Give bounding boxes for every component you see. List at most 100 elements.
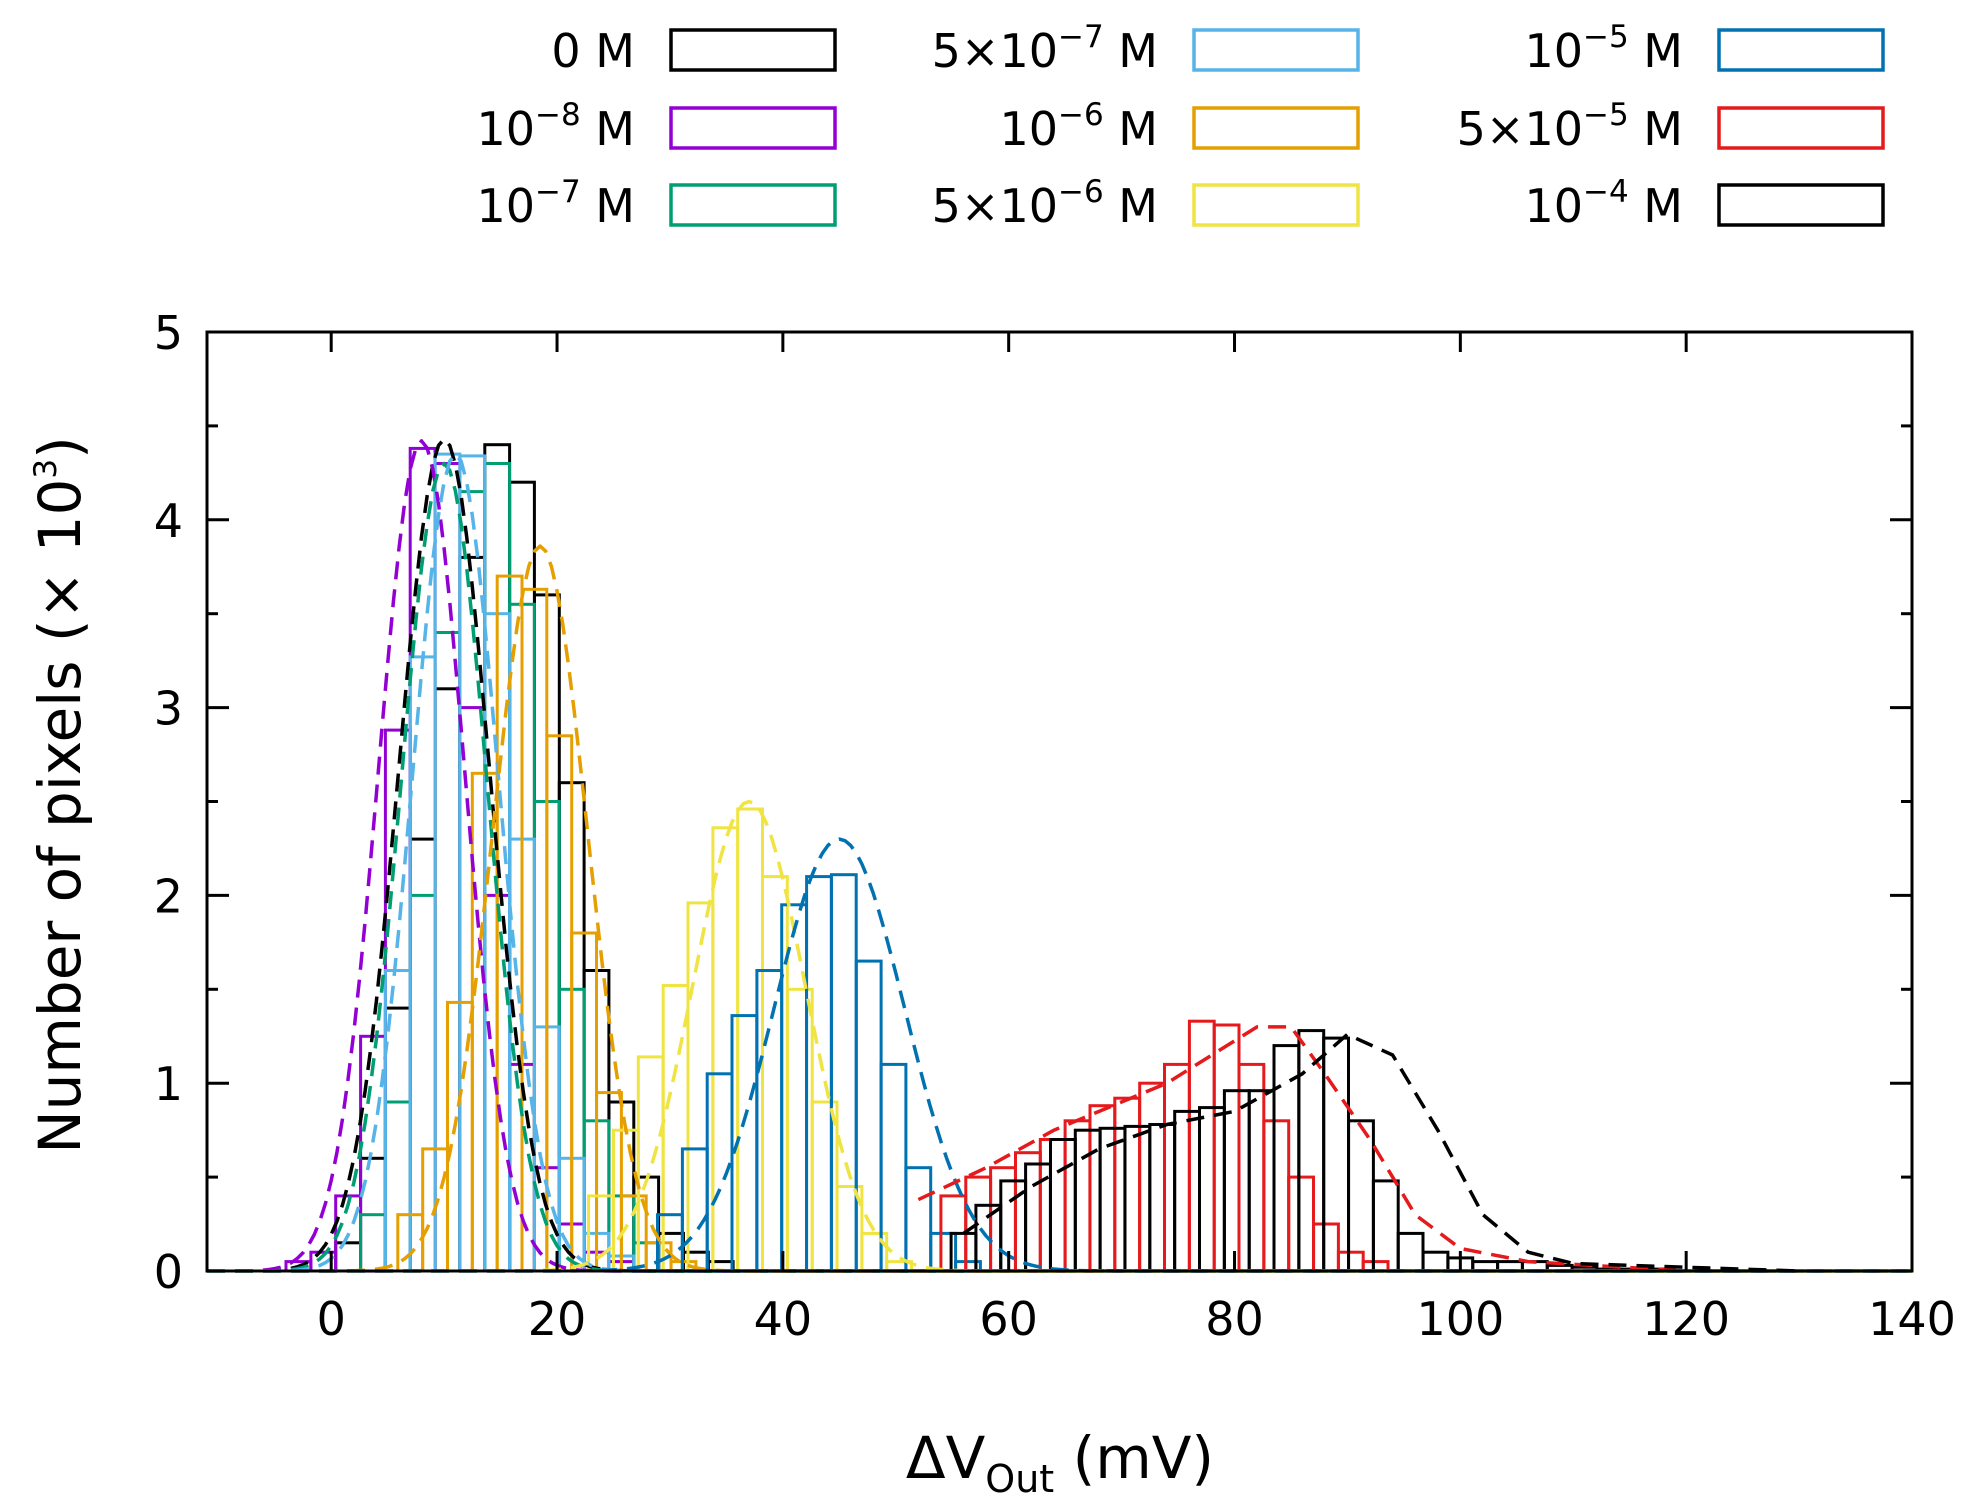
fit-curve-series-4 [207,544,1912,1273]
x-tick-label: 0 [317,1292,346,1346]
x-tick-label: 140 [1868,1292,1956,1346]
histogram-bar [879,1062,908,1273]
histogram-bar [829,873,858,1273]
legend-swatch [669,106,837,150]
y-tick-label: 5 [154,306,183,360]
legend-label-base: 5×10 [932,24,1058,78]
legend-entry: 5×10−5 M [1457,97,1885,156]
histogram-bar [1371,1179,1400,1273]
legend-entry: 10−7 M [476,174,837,233]
legend-label: 10−5 M [1524,19,1683,78]
histogram-bar [1098,1126,1127,1273]
histogram-bar [1148,1123,1177,1273]
histogram-bar [1024,1162,1052,1273]
histogram-bar [761,875,789,1273]
legend-label-unit: M [1104,179,1158,233]
x-axis-title-prefix: ΔV [906,1424,986,1492]
legend-label-unit: M [581,102,635,156]
histogram-bar [805,875,833,1273]
x-tick-label: 100 [1416,1292,1504,1346]
legend-entry: 5×10−7 M [932,19,1360,78]
histogram-bar [1262,1119,1291,1273]
legend-entry: 0 M [551,24,837,78]
series-4-bars [396,574,698,1273]
legend-label-exponent: −6 [1058,97,1104,133]
legend-entry: 10−5 M [1524,19,1885,78]
y-tick-label: 3 [154,682,183,736]
y-axis-title-suffix: ) [26,436,94,459]
y-axis-title-prefix: Number of pixels (× 10 [26,479,94,1154]
legend-label-unit: M [1104,102,1158,156]
legend-swatch [669,183,837,227]
legend-label-exponent: −7 [535,174,581,210]
histogram-bar [1222,1089,1251,1273]
histogram-bar [810,1100,839,1273]
histogram-bar [1347,1119,1375,1273]
histogram-bar [1187,1019,1216,1273]
legend-swatch [1192,106,1360,150]
histogram-bar [755,969,784,1273]
histogram-bar [1396,1231,1425,1273]
legend-label-unit: M [581,179,635,233]
legend-label-exponent: −4 [1583,174,1629,210]
histogram-bar [1038,1138,1067,1273]
legend-label: 10−6 M [999,97,1158,156]
x-axis-title-subscript: Out [985,1457,1054,1496]
legend-label-base: 10 [476,179,535,233]
legend-entry: 10−6 M [999,97,1360,156]
histogram-bar [711,826,740,1273]
histogram-bar [1287,1175,1315,1273]
y-axis-title: Number of pixels (× 103) [26,436,94,1154]
legend-label: 0 M [551,24,635,78]
histogram-bar [1198,1106,1226,1273]
legend-swatch [1192,28,1360,72]
legend-label-exponent: −8 [535,97,581,133]
legend-label-base: 5×10 [1457,102,1583,156]
histogram-bar [359,1213,387,1273]
legend-label-base: 10 [1524,179,1583,233]
histogram-bar [1014,1151,1042,1273]
x-axis-title-suffix: (mV) [1054,1424,1214,1492]
legend-label-unit: M [581,24,635,78]
histogram-bar [661,984,690,1273]
histogram-bar [904,1166,933,1273]
legend-swatch [1192,183,1360,227]
histogram-bar [1312,1222,1340,1273]
histogram-bar [686,901,715,1273]
histogram-bar [1113,1096,1142,1273]
legend-swatch [1717,28,1885,72]
gaussian-fit-curves [207,437,1912,1273]
legend-label-base: 10 [1524,24,1583,78]
histogram-bar [860,1231,889,1273]
y-tick-label: 0 [154,1245,183,1299]
histogram-bar [1237,1062,1266,1273]
legend: 0 M10−8 M10−7 M5×10−7 M10−6 M5×10−6 M10−… [476,19,1885,233]
histogram-bar [1421,1250,1450,1273]
fit-curve-series-3 [207,452,1912,1273]
x-tick-label: 120 [1642,1292,1730,1346]
series-8-bars [949,1029,1673,1273]
histogram-bar [736,807,765,1273]
legend-label: 10−4 M [1524,174,1683,233]
histogram-bar [1336,1250,1365,1273]
fit-curve-series-5 [207,799,1912,1273]
histogram-bar [1247,1089,1276,1273]
histogram-bar [1063,1119,1092,1273]
legend-label-exponent: −5 [1583,19,1629,55]
y-tick-label: 1 [154,1057,183,1111]
fit-curve-series-1 [207,439,1912,1273]
legend-label-unit: M [1629,24,1683,78]
y-tick-label: 2 [154,869,183,923]
legend-label: 5×10−6 M [932,174,1158,233]
legend-label-base: 10 [476,102,535,156]
legend-entry: 10−8 M [476,97,837,156]
fit-curve-series-8 [962,1032,1800,1273]
legend-label: 10−8 M [476,97,635,156]
y-tick-label: 4 [154,494,183,548]
legend-label-exponent: −5 [1583,97,1629,133]
histogram-bar [1123,1124,1152,1273]
fit-curve-series-0 [207,437,1912,1273]
fit-curve-series-7 [917,1025,1687,1273]
legend-entry: 10−4 M [1524,174,1885,233]
